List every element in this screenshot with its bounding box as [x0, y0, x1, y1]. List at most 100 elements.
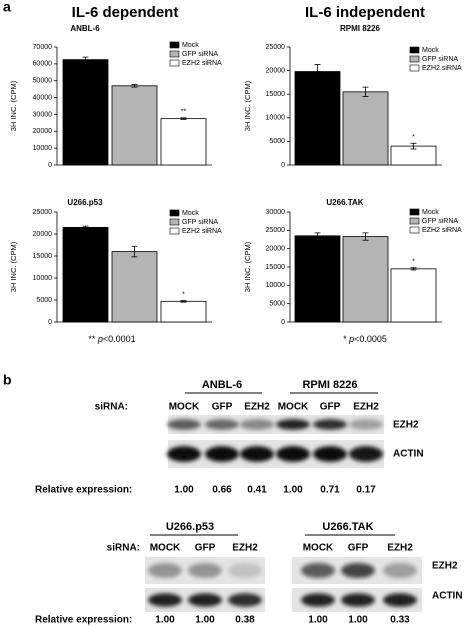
footnote-p: p — [97, 334, 103, 344]
blot-band — [341, 593, 375, 607]
relative-value: 1.00 — [174, 485, 194, 496]
bar — [160, 300, 207, 323]
relative-value: 1.00 — [155, 615, 175, 626]
y-tick-label: 15000 — [266, 91, 286, 98]
legend-label: GFP siRNA — [182, 219, 218, 226]
y-tick-label: 0 — [281, 319, 285, 326]
legend-label: EZH2 siRNA — [422, 227, 462, 234]
chart-title: U266.TAK — [326, 198, 363, 207]
sirna-label: siRNA: — [95, 402, 128, 413]
blot-band — [301, 562, 335, 579]
heading: IL-6 dependent — [72, 4, 179, 21]
lane-label: GFP — [195, 543, 216, 554]
blot-band — [301, 593, 335, 607]
blot-band — [383, 562, 417, 579]
blot-band — [341, 562, 375, 579]
group-label: U266.p53 — [166, 521, 214, 533]
y-tick-label: 10000 — [266, 282, 286, 289]
y-tick-label: 0 — [48, 162, 52, 169]
group-label: ANBL-6 — [202, 379, 242, 391]
bar — [111, 251, 158, 323]
blot-band — [349, 446, 383, 462]
y-tick-label: 5000 — [269, 138, 285, 145]
legend-label: Mock — [422, 209, 439, 216]
bar — [390, 268, 437, 323]
band-label: EZH2 — [393, 420, 419, 431]
legend-label: EZH2 siRNA — [182, 60, 222, 67]
y-tick-label: 5000 — [269, 301, 285, 308]
footnote-text: <0.0005 — [354, 334, 387, 344]
legend-swatch — [169, 41, 180, 49]
footnote: * p<0.0005 — [343, 334, 387, 344]
band-label: ACTIN — [393, 449, 424, 460]
lane-label: EZH2 — [353, 402, 379, 413]
blot-band — [167, 446, 201, 462]
lane-label: EZH2 — [232, 543, 258, 554]
y-tick-label: 50000 — [33, 78, 53, 85]
lane-label: EZH2 — [387, 543, 413, 554]
panel-label: b — [3, 372, 12, 388]
relative-value: 0.66 — [212, 485, 232, 496]
blot-band — [228, 593, 262, 607]
blot-band — [228, 562, 262, 579]
relative-value: 0.17 — [356, 485, 376, 496]
legend-swatch — [409, 64, 420, 72]
relative-value: 1.00 — [308, 615, 328, 626]
y-tick-label: 10000 — [266, 115, 286, 122]
blot-band — [313, 446, 347, 462]
lane-label: MOCK — [169, 402, 200, 413]
y-tick-label: 20000 — [266, 246, 286, 253]
chart-title: ANBL-6 — [70, 24, 100, 33]
blot-band — [349, 419, 383, 430]
relative-value: 0.38 — [235, 615, 255, 626]
lane-label: GFP — [348, 543, 369, 554]
legend-label: Mock — [182, 210, 199, 217]
y-tick-label: 25000 — [33, 209, 53, 216]
legend-swatch — [409, 208, 420, 216]
legend-label: Mock — [182, 42, 199, 49]
heading: IL-6 independent — [305, 4, 425, 21]
footnote-text: <0.0001 — [103, 334, 136, 344]
bar — [160, 118, 207, 166]
legend-label: GFP siRNA — [422, 218, 458, 225]
sirna-label: siRNA: — [107, 543, 140, 554]
bar — [342, 236, 389, 323]
blot-band — [383, 593, 417, 607]
y-tick-label: 30000 — [33, 111, 53, 118]
blot-band — [205, 419, 239, 430]
blot-band — [148, 562, 182, 579]
chart-title: RPMI 8226 — [340, 24, 381, 33]
relative-label: Relative expression: — [35, 485, 132, 496]
legend-swatch — [169, 59, 180, 67]
y-tick-label: 20000 — [33, 231, 53, 238]
lane-label: GFP — [212, 402, 233, 413]
y-tick-label: 5000 — [36, 297, 52, 304]
significance: * — [412, 259, 415, 266]
blot-band — [240, 446, 274, 462]
y-tick-label: 15000 — [33, 253, 53, 260]
y-tick-label: 70000 — [33, 44, 53, 51]
y-tick-label: 25000 — [266, 44, 286, 51]
legend-swatch — [409, 55, 420, 63]
bar — [342, 91, 389, 166]
legend-swatch — [409, 46, 420, 54]
relative-label: Relative expression: — [35, 615, 132, 626]
y-tick-label: 20000 — [266, 67, 286, 74]
bar — [62, 226, 109, 323]
lane-label: MOCK — [150, 543, 181, 554]
relative-value: 1.00 — [283, 485, 303, 496]
bar — [62, 59, 109, 166]
legend-label: Mock — [422, 47, 439, 54]
relative-value: 1.00 — [195, 615, 215, 626]
y-axis-label: 3H INC. (CPM) — [243, 80, 252, 131]
y-tick-label: 10000 — [33, 275, 53, 282]
legend-label: EZH2 siRNA — [182, 228, 222, 235]
significance: * — [182, 291, 185, 298]
relative-value: 0.33 — [390, 615, 410, 626]
legend-swatch — [169, 227, 180, 235]
significance: * — [412, 134, 415, 141]
band-label: EZH2 — [432, 561, 458, 572]
chart-title: U266.p53 — [67, 198, 103, 207]
legend-swatch — [169, 218, 180, 226]
